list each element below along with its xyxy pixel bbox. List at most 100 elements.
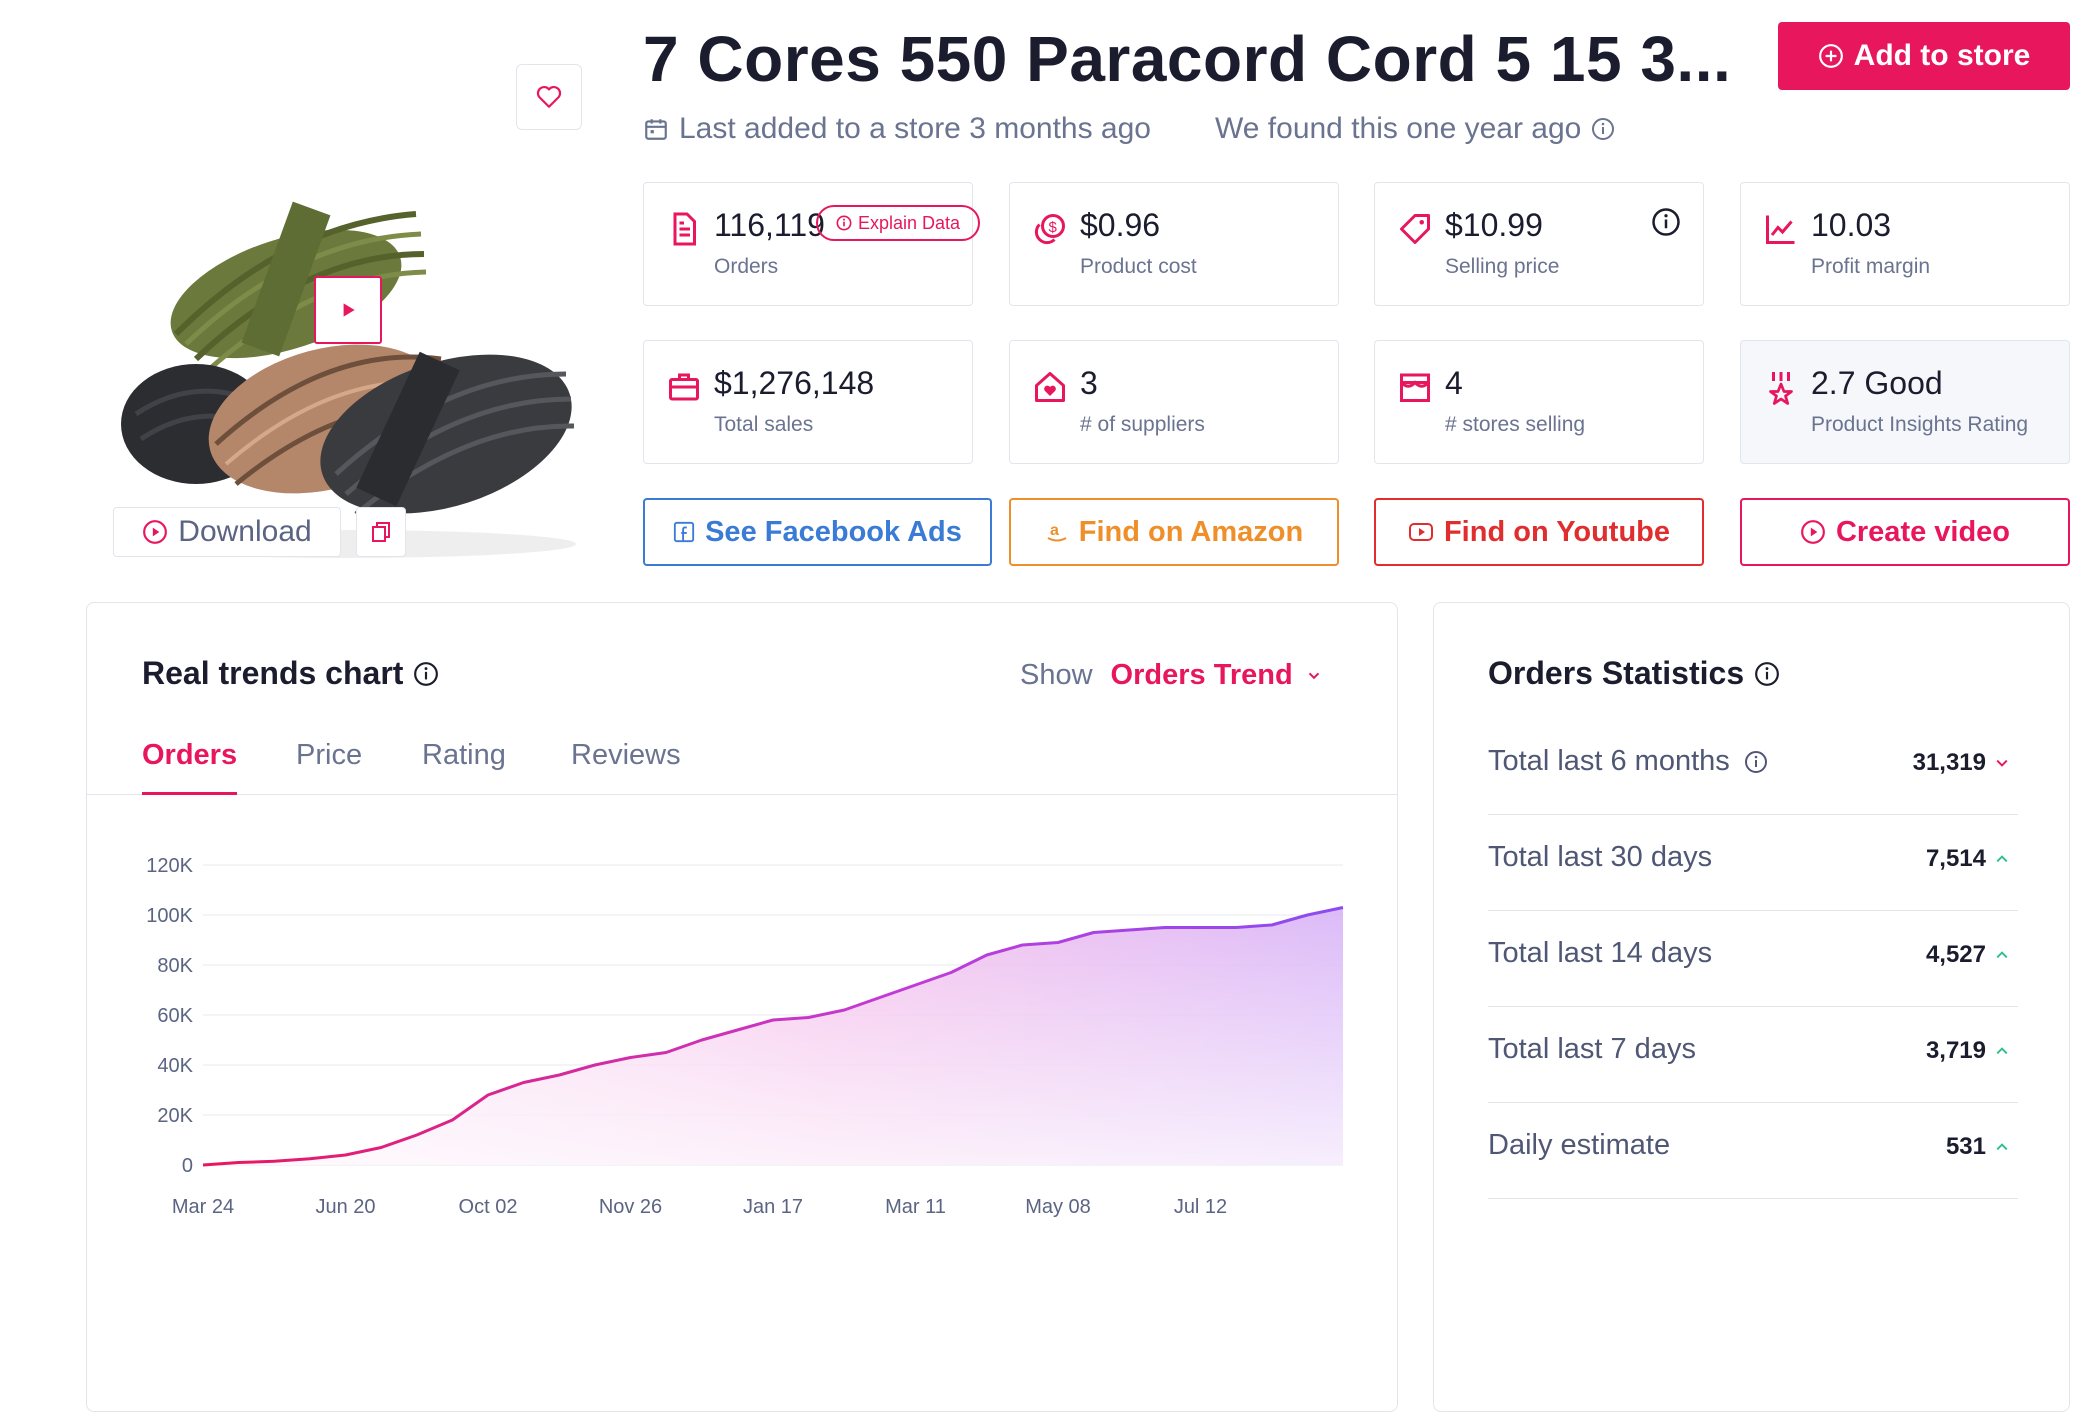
stat-card-rating: 2.7 Good Product Insights Rating: [1740, 340, 2070, 464]
product-media: [86, 64, 606, 564]
stat-card-total-sales: $1,276,148 Total sales: [643, 340, 973, 464]
stat-card-orders: 116,119 Orders Explain Data: [643, 182, 981, 306]
amazon-label: Find on Amazon: [1078, 515, 1304, 548]
stat-row-label: Total last 14 days: [1488, 937, 1713, 969]
stat-label: Profit margin: [1811, 255, 1931, 278]
trends-title-text: Real trends chart: [142, 655, 404, 691]
stat-row-label: Total last 7 days: [1488, 1033, 1696, 1065]
trend-dropdown-value: Orders Trend: [1110, 659, 1293, 691]
y-tick-label: 80K: [157, 955, 193, 977]
heart-icon: [536, 85, 562, 108]
orders-statistics-panel: Orders Statistics Total last 6 months 31…: [1433, 602, 2070, 1412]
document-icon: [673, 212, 696, 246]
create-video-label: Create video: [1835, 515, 2011, 548]
y-tick-label: 120K: [146, 855, 193, 877]
find-on-youtube-button[interactable]: Find on Youtube: [1374, 498, 1704, 566]
orders-area-fade: [203, 907, 1343, 1165]
orders-trend-chart: 0 20K 40K 60K 80K 100K 120K Mar 24 Jun 20 Oct 02 N…: [146, 855, 1344, 1218]
see-facebook-ads-button[interactable]: See Facebook Ads: [643, 498, 992, 566]
play-icon: [343, 303, 355, 317]
add-to-store-label: Add to store: [1853, 39, 2031, 72]
amazon-icon: a: [1047, 522, 1067, 542]
stat-card-stores-selling: 4 # stores selling: [1374, 340, 1704, 464]
stat-row-value: 4,527: [1925, 941, 1986, 968]
orders-statistics-title-text: Orders Statistics: [1488, 655, 1745, 691]
tag-icon: [1400, 214, 1430, 244]
chevron-up-icon: [1996, 1047, 2008, 1055]
tab-rating[interactable]: Rating: [422, 739, 506, 771]
info-icon[interactable]: [413, 661, 439, 687]
stat-value: 3: [1080, 365, 1098, 401]
find-on-amazon-button[interactable]: a Find on Amazon: [1009, 498, 1339, 566]
youtube-label: Find on Youtube: [1443, 515, 1671, 548]
stat-card-selling-price: $10.99 Selling price: [1374, 182, 1704, 306]
house-heart-icon: [1035, 372, 1065, 402]
stat-value: 4: [1445, 365, 1463, 401]
found-text: We found this one year ago: [1215, 112, 1582, 145]
copy-button[interactable]: [356, 507, 406, 557]
explain-data-button[interactable]: Explain Data: [816, 205, 981, 241]
chevron-up-icon: [1996, 855, 2008, 863]
tab-price[interactable]: Price: [296, 739, 363, 771]
favorite-button[interactable]: [516, 64, 582, 130]
stat-row-value: 3,719: [1925, 1037, 1986, 1064]
download-label: Download: [178, 515, 312, 548]
stat-label: Product cost: [1080, 255, 1197, 278]
show-label: Show: [1020, 659, 1093, 691]
info-icon[interactable]: [1744, 750, 1768, 774]
x-tick-label: Mar 24: [172, 1196, 234, 1218]
info-icon[interactable]: [1651, 207, 1681, 237]
stat-value: $1,276,148: [714, 365, 875, 401]
stat-value: $0.96: [1080, 207, 1161, 243]
create-video-button[interactable]: Create video: [1740, 498, 2070, 566]
stat-row-value: 7,514: [1925, 845, 1986, 872]
play-video-button[interactable]: [314, 276, 382, 344]
stat-row-daily-estimate: Daily estimate 531: [1488, 1103, 2018, 1199]
download-button[interactable]: Download: [113, 507, 341, 557]
stat-card-product-cost: $ $0.96 Product cost: [1009, 182, 1339, 306]
y-tick-label: 60K: [157, 1005, 193, 1027]
stat-row-label: Total last 6 months: [1488, 745, 1730, 777]
play-circle-icon: [1801, 520, 1825, 544]
info-icon[interactable]: [1591, 117, 1615, 141]
trend-tabs: Orders Price Rating Reviews: [87, 733, 1397, 795]
stat-label: Total sales: [714, 413, 814, 436]
stat-row-label: Total last 30 days: [1488, 841, 1713, 873]
stat-row-30-days: Total last 30 days 7,514: [1488, 815, 2018, 911]
stat-row-14-days: Total last 14 days 4,527: [1488, 911, 2018, 1007]
explain-data-label: Explain Data: [858, 212, 961, 233]
last-added-text: Last added to a store 3 months ago: [679, 112, 1151, 145]
chevron-down-icon: [1308, 672, 1319, 679]
stat-label: Orders: [714, 255, 779, 278]
x-tick-label: Jan 17: [743, 1196, 803, 1218]
info-icon[interactable]: [1754, 661, 1780, 687]
stat-card-profit-margin: 10.03 Profit margin: [1740, 182, 2070, 306]
y-tick-label: 20K: [157, 1105, 193, 1127]
chevron-down-icon: [1996, 759, 2008, 767]
stat-label: # stores selling: [1445, 413, 1586, 436]
x-tick-label: Nov 26: [599, 1196, 662, 1218]
award-icon: [1769, 372, 1793, 405]
add-to-store-button[interactable]: Add to store: [1778, 22, 2070, 90]
youtube-icon: [1408, 523, 1433, 541]
info-icon: [836, 215, 852, 231]
product-title: 7 Cores 550 Paracord Cord 5 15 3...: [643, 23, 1732, 95]
plus-circle-icon: [1818, 44, 1843, 68]
x-tick-label: Jul 12: [1174, 1196, 1227, 1218]
stat-value: $10.99: [1445, 207, 1543, 243]
trends-title: Real trends chart: [142, 655, 439, 692]
trend-dropdown[interactable]: Orders Trend: [1111, 659, 1323, 692]
tab-reviews[interactable]: Reviews: [571, 739, 681, 771]
x-tick-label: Oct 02: [459, 1196, 518, 1218]
stat-row-7-days: Total last 7 days 3,719: [1488, 1007, 2018, 1103]
trends-chart-panel: Real trends chart Show Orders Trend Orde…: [86, 602, 1398, 1412]
stat-label: Product Insights Rating: [1811, 413, 2029, 436]
stat-label: # of suppliers: [1080, 413, 1205, 436]
facebook-label: See Facebook Ads: [705, 515, 962, 548]
tab-orders[interactable]: Orders: [142, 739, 238, 795]
copy-icon: [372, 522, 390, 542]
chevron-up-icon: [1996, 1143, 2008, 1151]
product-image[interactable]: [86, 144, 606, 564]
y-tick-label: 0: [182, 1155, 193, 1177]
y-tick-label: 100K: [146, 905, 193, 927]
